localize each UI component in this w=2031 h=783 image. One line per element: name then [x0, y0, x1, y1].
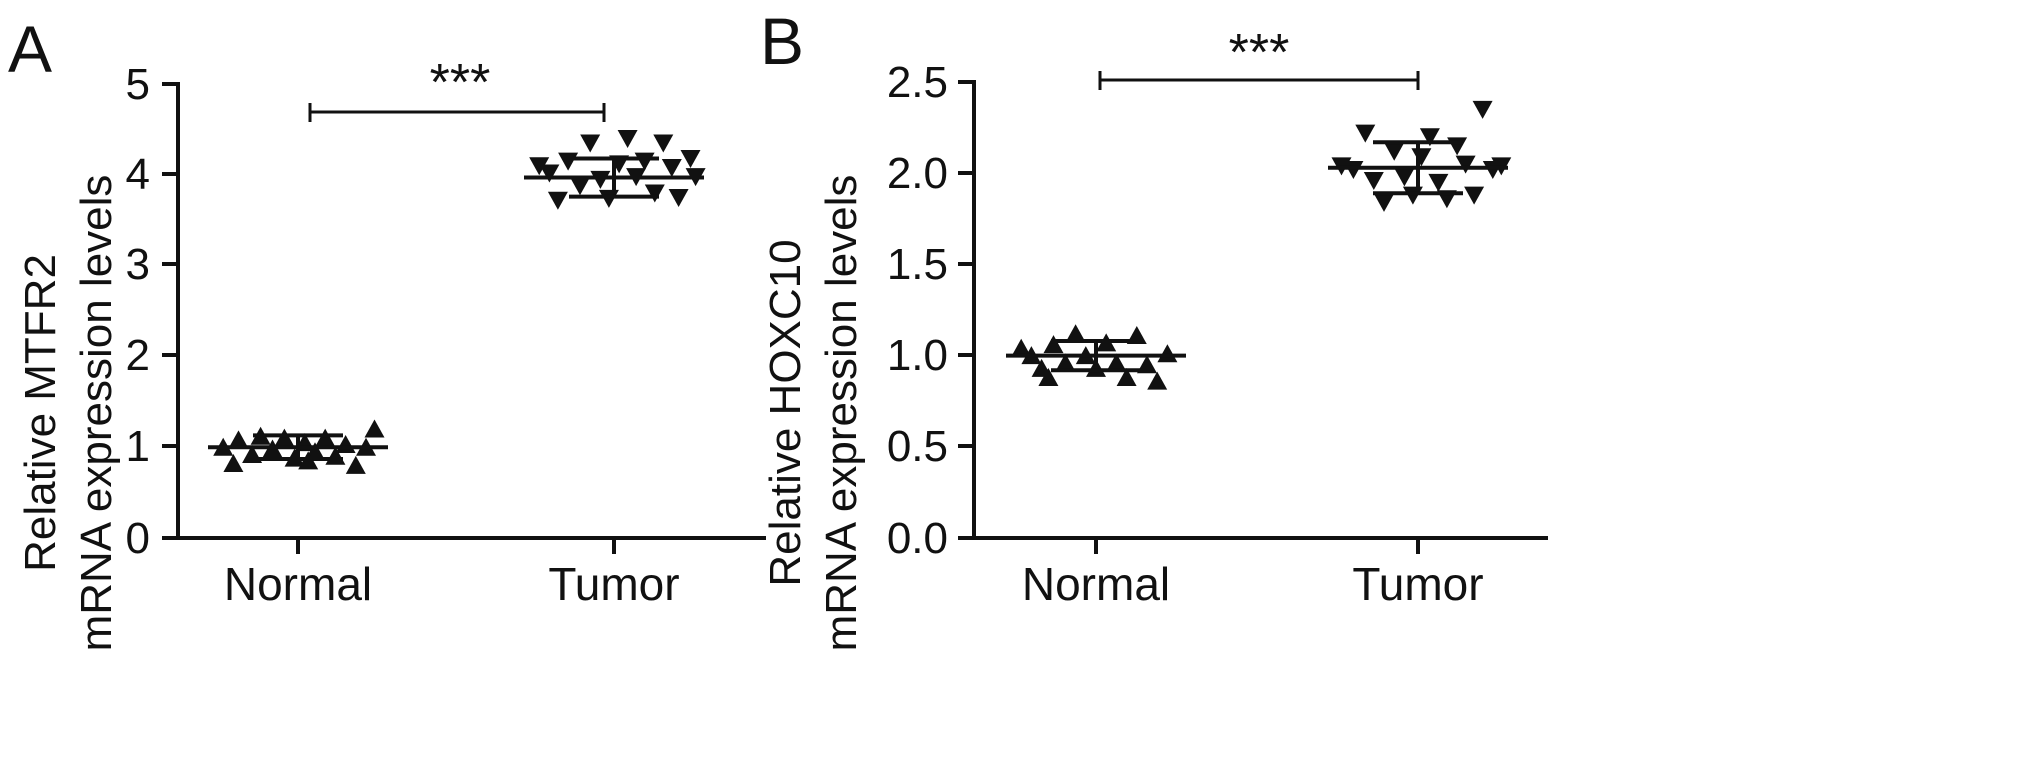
panel-b: B Relative HOXC10 mRNA expression levels…	[760, 4, 1548, 651]
panel-b-tumor-data-point	[1374, 193, 1394, 212]
panel-b-normal-data-point	[1065, 324, 1086, 343]
panel-a-category-label: Tumor	[548, 558, 679, 610]
panel-a-normal-data-point	[223, 454, 244, 473]
panel-a-tumor-data-point	[653, 134, 674, 153]
panel-a-tumor-data-point	[668, 189, 689, 207]
panel-a-tumor-data-point	[634, 152, 655, 171]
panel-b-tumor-data-point	[1394, 168, 1415, 187]
panel-a-normal-data-point	[364, 419, 385, 438]
panel-a-ytick-label: 1	[126, 422, 150, 471]
panel-a-tumor-data-point	[558, 152, 579, 171]
panel-b-tumor-data-point	[1464, 186, 1485, 205]
panel-b-normal-data-point	[1157, 344, 1178, 363]
panel-a-normal-data-point	[228, 430, 249, 449]
panel-b-normal-data-point	[1038, 367, 1059, 386]
panel-b-ytick-label: 0.5	[887, 422, 948, 471]
panel-a-tumor-data-point	[617, 129, 638, 148]
panel-a-significance-stars: ***	[430, 54, 491, 112]
panel-b-tumor-data-point	[1355, 124, 1376, 143]
panel-b-tumor-data-point	[1447, 137, 1468, 156]
panel-b-category-label: Normal	[1022, 558, 1170, 610]
panel-a-plot-area	[208, 129, 706, 474]
panel-b-normal-data-point	[1137, 355, 1157, 374]
panel-a-normal-data-point	[345, 455, 366, 474]
panel-a-normal-data-point	[335, 434, 356, 453]
panel-b-normal-data-point	[1106, 353, 1127, 372]
panel-b-ylabel-line1: Relative HOXC10	[761, 239, 810, 586]
panel-b-normal-data-point	[1043, 335, 1064, 354]
panel-b-x-ticks: Normal Tumor	[1022, 538, 1484, 610]
panel-a-normal-data-point	[274, 428, 295, 447]
panel-a-y-ticks: 0 1 2 3 4 5	[126, 60, 178, 563]
panel-b-tumor-data-point	[1384, 142, 1405, 161]
panel-a: A Relative MTFR2 mRNA expression levels …	[8, 12, 766, 651]
panel-a-ytick-label: 3	[126, 240, 150, 289]
panel-b-tumor-data-point	[1455, 155, 1476, 174]
panel-a-ytick-label: 5	[126, 60, 150, 109]
panel-b-ytick-label: 1.0	[887, 331, 948, 380]
panel-b-tumor-data-point	[1343, 161, 1364, 180]
panel-a-tumor-data-point	[570, 177, 590, 196]
panel-b-normal-data-point	[1011, 338, 1032, 357]
panel-a-x-ticks: Normal Tumor	[224, 538, 680, 610]
panel-a-tumor-data-point	[547, 191, 568, 210]
panel-a-letter: A	[8, 12, 52, 86]
panel-b-letter: B	[760, 4, 804, 78]
panel-b-tumor-data-point	[1411, 148, 1432, 167]
panel-a-ylabel-line2: mRNA expression levels	[72, 175, 121, 652]
panel-a-ytick-label: 0	[126, 514, 150, 563]
panel-a-y-axis-label: Relative MTFR2 mRNA expression levels	[16, 175, 121, 652]
panel-a-tumor-data-point	[580, 134, 601, 153]
panel-b-tumor-data-point	[1363, 171, 1384, 190]
panel-b-significance: ***	[1098, 24, 1420, 90]
panel-a-tumor-data-point	[661, 159, 682, 178]
panel-b-normal-data-point	[1116, 367, 1137, 386]
panel-b-normal-data-point	[1147, 371, 1168, 390]
panel-b-y-ticks: 0.0 0.5 1.0 1.5 2.0 2.5	[887, 58, 974, 563]
panel-b-ytick-label: 2.0	[887, 149, 948, 198]
panel-a-tumor-data-point	[680, 149, 701, 168]
panel-b-normal-data-point	[1055, 353, 1076, 372]
panel-a-category-label: Normal	[224, 558, 372, 610]
panel-a-tumor-data-point	[529, 157, 550, 176]
panel-a-tumor-data-point	[644, 184, 665, 203]
panel-b-tumor-data-point	[1472, 100, 1493, 119]
panel-b-ytick-label: 0.0	[887, 514, 948, 563]
panel-b-tumor-data-point	[1428, 173, 1449, 192]
panel-b-ylabel-line2: mRNA expression levels	[817, 175, 866, 652]
panel-a-tumor-data-point	[590, 170, 611, 189]
panel-b-tumor-data-point	[1419, 128, 1440, 147]
panel-b-category-label: Tumor	[1352, 558, 1483, 610]
panel-b-y-axis-label: Relative HOXC10 mRNA expression levels	[761, 175, 866, 652]
panel-a-ytick-label: 4	[126, 150, 150, 199]
panel-a-ytick-label: 2	[126, 331, 150, 380]
panel-a-ylabel-line1: Relative MTFR2	[16, 254, 65, 572]
panel-b-significance-stars: ***	[1229, 24, 1290, 82]
panel-a-tumor-data-point	[539, 164, 560, 183]
panel-b-ytick-label: 1.5	[887, 240, 948, 289]
panel-b-ytick-label: 2.5	[887, 58, 948, 107]
panel-a-normal-data-point	[315, 428, 336, 447]
panel-b-plot-area	[1006, 100, 1512, 390]
panel-a-significance: ***	[308, 54, 606, 122]
